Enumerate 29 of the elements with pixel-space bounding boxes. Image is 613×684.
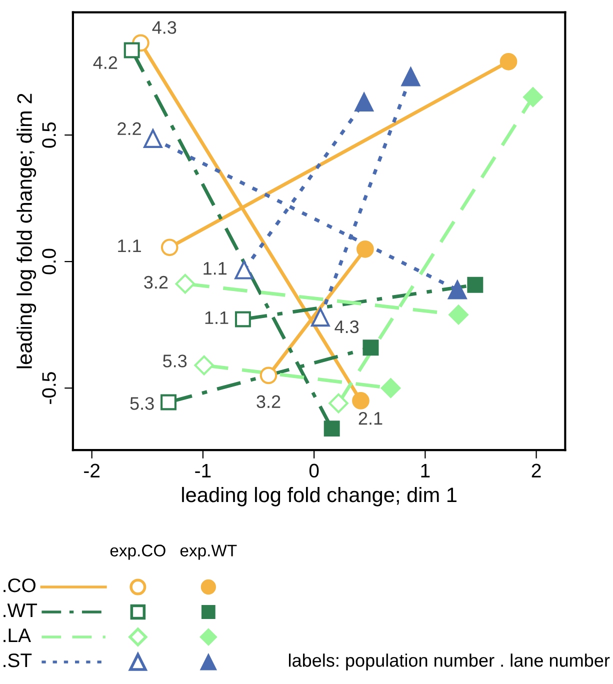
annotation: 2.1 (358, 412, 382, 425)
x-tick-label: -2 (84, 464, 100, 478)
annotation: 1.1 (118, 240, 141, 252)
annotation: 5.3 (130, 397, 154, 410)
y-axis-title: leading log fold change; dim 2 (16, 94, 36, 368)
legend-label: .ST (4, 653, 32, 668)
x-tick-label: 1 (421, 464, 430, 478)
x-axis-title: leading log fold change; dim 1 (182, 486, 456, 506)
x-tick-label: 2 (532, 464, 541, 478)
annotation: 2.2 (118, 122, 141, 135)
annotation: 4.2 (93, 56, 118, 69)
annotation: 3.2 (256, 395, 280, 408)
text: exp.CO (110, 544, 166, 560)
x-tick-label: 0 (309, 464, 319, 478)
legend-label: .WT (4, 604, 38, 618)
y-tick-label: -0.5 (42, 372, 56, 404)
text: labels: population number . lane number (288, 654, 610, 670)
annotation: 4.3 (334, 320, 359, 334)
x-tick-label: -1 (195, 464, 211, 478)
legend-label: .CO (4, 578, 36, 592)
annotation: 1.1 (205, 311, 228, 324)
y-tick-label: 0.0 (42, 248, 56, 274)
text: exp.WT (180, 544, 237, 560)
annotation: 4.3 (152, 21, 176, 34)
legend-label: .LA (4, 628, 31, 642)
annotation: 5.3 (163, 354, 187, 368)
annotation: 1.1 (204, 262, 227, 275)
y-tick-label: 0.5 (42, 122, 56, 148)
annotation: 3.2 (144, 276, 168, 289)
